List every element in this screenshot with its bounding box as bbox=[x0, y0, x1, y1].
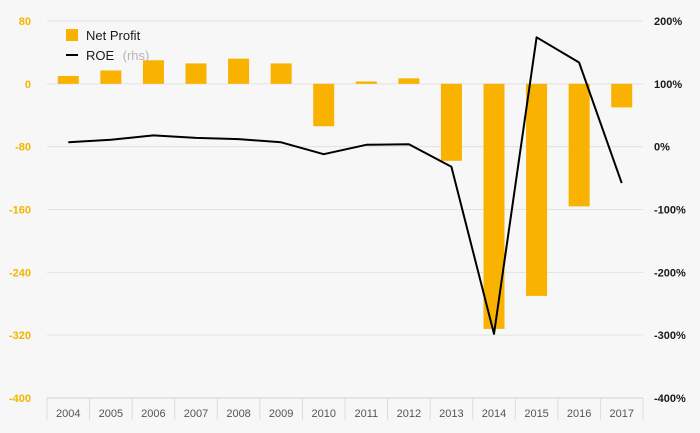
x-tick-label: 2017 bbox=[609, 408, 633, 420]
left-tick-label: -160 bbox=[9, 205, 31, 217]
x-tick-label: 2012 bbox=[397, 408, 421, 420]
left-tick-label: 0 bbox=[25, 79, 31, 91]
left-tick-label: -80 bbox=[15, 142, 31, 154]
legend-net-profit-label: Net Profit bbox=[86, 28, 141, 43]
x-tick-label: 2009 bbox=[269, 408, 293, 420]
x-tick-label: 2006 bbox=[141, 408, 165, 420]
x-axis: 2004 2005 2006 2007 2008 2009 2010 2011 2012 2013… bbox=[46, 397, 644, 420]
legend-roe-name: ROE bbox=[86, 48, 115, 63]
right-tick-label: -200% bbox=[654, 267, 686, 279]
bar-net-profit bbox=[398, 78, 420, 84]
bar-net-profit bbox=[100, 70, 122, 84]
bar-net-profit bbox=[568, 83, 590, 207]
bar-net-profit bbox=[483, 83, 505, 329]
bar-net-profit bbox=[142, 60, 164, 84]
left-tick-label: -400 bbox=[9, 393, 31, 405]
legend-roe-suffix: (rhs) bbox=[123, 48, 150, 63]
x-tick-label: 2013 bbox=[439, 408, 463, 420]
x-tick-label: 2010 bbox=[311, 408, 335, 420]
bar-net-profit bbox=[526, 83, 548, 296]
x-tick-label: 2011 bbox=[354, 408, 378, 420]
grid bbox=[47, 20, 643, 399]
roe-line-group bbox=[68, 36, 623, 335]
roe-line bbox=[68, 36, 623, 335]
x-tick-label: 2015 bbox=[524, 408, 548, 420]
bar-net-profit bbox=[611, 83, 633, 108]
bar-net-profit bbox=[440, 83, 462, 161]
bar-net-profit bbox=[228, 58, 250, 84]
left-tick-label: -240 bbox=[9, 267, 31, 279]
bar-net-profit bbox=[57, 75, 79, 84]
x-tick-label: 2005 bbox=[99, 408, 123, 420]
left-axis: 80 0 -80 -160 -240 -320 -400 bbox=[9, 16, 31, 405]
right-tick-label: -300% bbox=[654, 330, 686, 342]
right-axis: 200% 100% 0% -100% -200% -300% -400% bbox=[654, 16, 686, 405]
bar-net-profit bbox=[185, 63, 207, 84]
right-tick-label: -400% bbox=[654, 393, 686, 405]
legend-net-profit-swatch bbox=[66, 29, 78, 41]
bar-net-profit bbox=[270, 63, 292, 84]
bar-net-profit bbox=[313, 83, 335, 127]
bar-net-profit bbox=[355, 81, 377, 84]
x-tick-label: 2007 bbox=[184, 408, 208, 420]
right-tick-label: 0% bbox=[654, 142, 670, 154]
left-tick-label: -320 bbox=[9, 330, 31, 342]
right-tick-label: 100% bbox=[654, 79, 682, 91]
x-tick-label: 2014 bbox=[482, 408, 506, 420]
legend-roe-label: ROE (rhs) bbox=[86, 47, 149, 64]
x-tick-label: 2008 bbox=[226, 408, 250, 420]
bars bbox=[57, 58, 633, 329]
right-tick-label: -100% bbox=[654, 205, 686, 217]
x-tick-label: 2004 bbox=[56, 408, 80, 420]
x-tick-label: 2016 bbox=[567, 408, 591, 420]
right-tick-label: 200% bbox=[654, 16, 682, 28]
legend: Net Profit ROE (rhs) bbox=[66, 28, 149, 64]
left-tick-label: 80 bbox=[19, 16, 31, 28]
